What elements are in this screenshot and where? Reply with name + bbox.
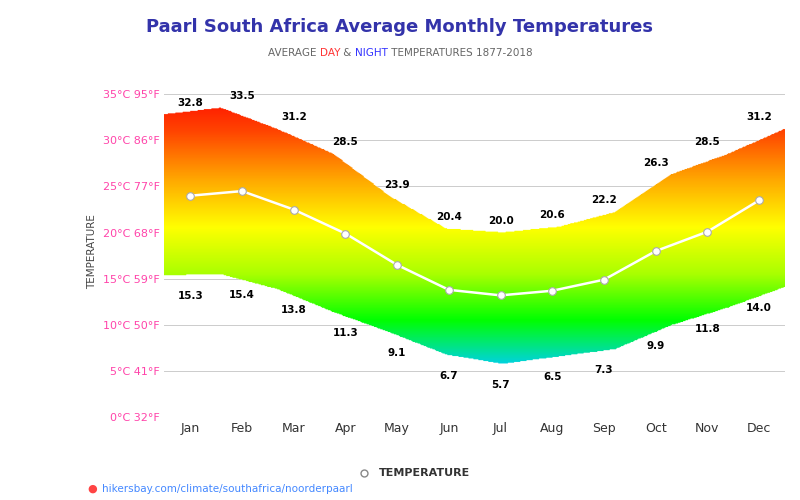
Text: 20.4: 20.4: [436, 212, 462, 222]
Y-axis label: TEMPERATURE: TEMPERATURE: [87, 214, 97, 288]
Text: hikersbay.com/climate/southafrica/noorderpaarl: hikersbay.com/climate/southafrica/noorde…: [102, 484, 353, 494]
Text: 28.5: 28.5: [333, 138, 358, 147]
Text: ●: ●: [87, 484, 97, 494]
Text: TEMPERATURE: TEMPERATURE: [378, 468, 470, 478]
Text: 23.9: 23.9: [384, 180, 410, 190]
Text: 13.8: 13.8: [281, 305, 306, 315]
Text: NIGHT: NIGHT: [354, 48, 387, 58]
Text: 9.1: 9.1: [388, 348, 406, 358]
Text: 15.4: 15.4: [229, 290, 255, 300]
Text: Paarl South Africa Average Monthly Temperatures: Paarl South Africa Average Monthly Tempe…: [146, 18, 654, 36]
Text: 26.3: 26.3: [643, 158, 669, 168]
Text: DAY: DAY: [319, 48, 340, 58]
Text: 33.5: 33.5: [229, 91, 255, 101]
Text: 11.3: 11.3: [333, 328, 358, 338]
Text: 9.9: 9.9: [646, 341, 665, 351]
Text: 15.3: 15.3: [178, 292, 203, 302]
Text: 20.6: 20.6: [539, 210, 565, 220]
Text: 11.8: 11.8: [694, 324, 720, 334]
Text: &: &: [340, 48, 354, 58]
Text: 14.0: 14.0: [746, 304, 772, 314]
Text: 7.3: 7.3: [594, 365, 614, 375]
Text: 5.7: 5.7: [491, 380, 510, 390]
Text: 6.5: 6.5: [543, 372, 562, 382]
Text: 31.2: 31.2: [281, 112, 306, 122]
Text: 6.7: 6.7: [439, 370, 458, 380]
Text: 31.2: 31.2: [746, 112, 772, 122]
Text: AVERAGE: AVERAGE: [268, 48, 319, 58]
Text: 22.2: 22.2: [591, 196, 617, 205]
Text: 20.0: 20.0: [488, 216, 514, 226]
Text: 32.8: 32.8: [178, 98, 203, 108]
Text: TEMPERATURES 1877-2018: TEMPERATURES 1877-2018: [387, 48, 532, 58]
Text: 28.5: 28.5: [694, 138, 720, 147]
